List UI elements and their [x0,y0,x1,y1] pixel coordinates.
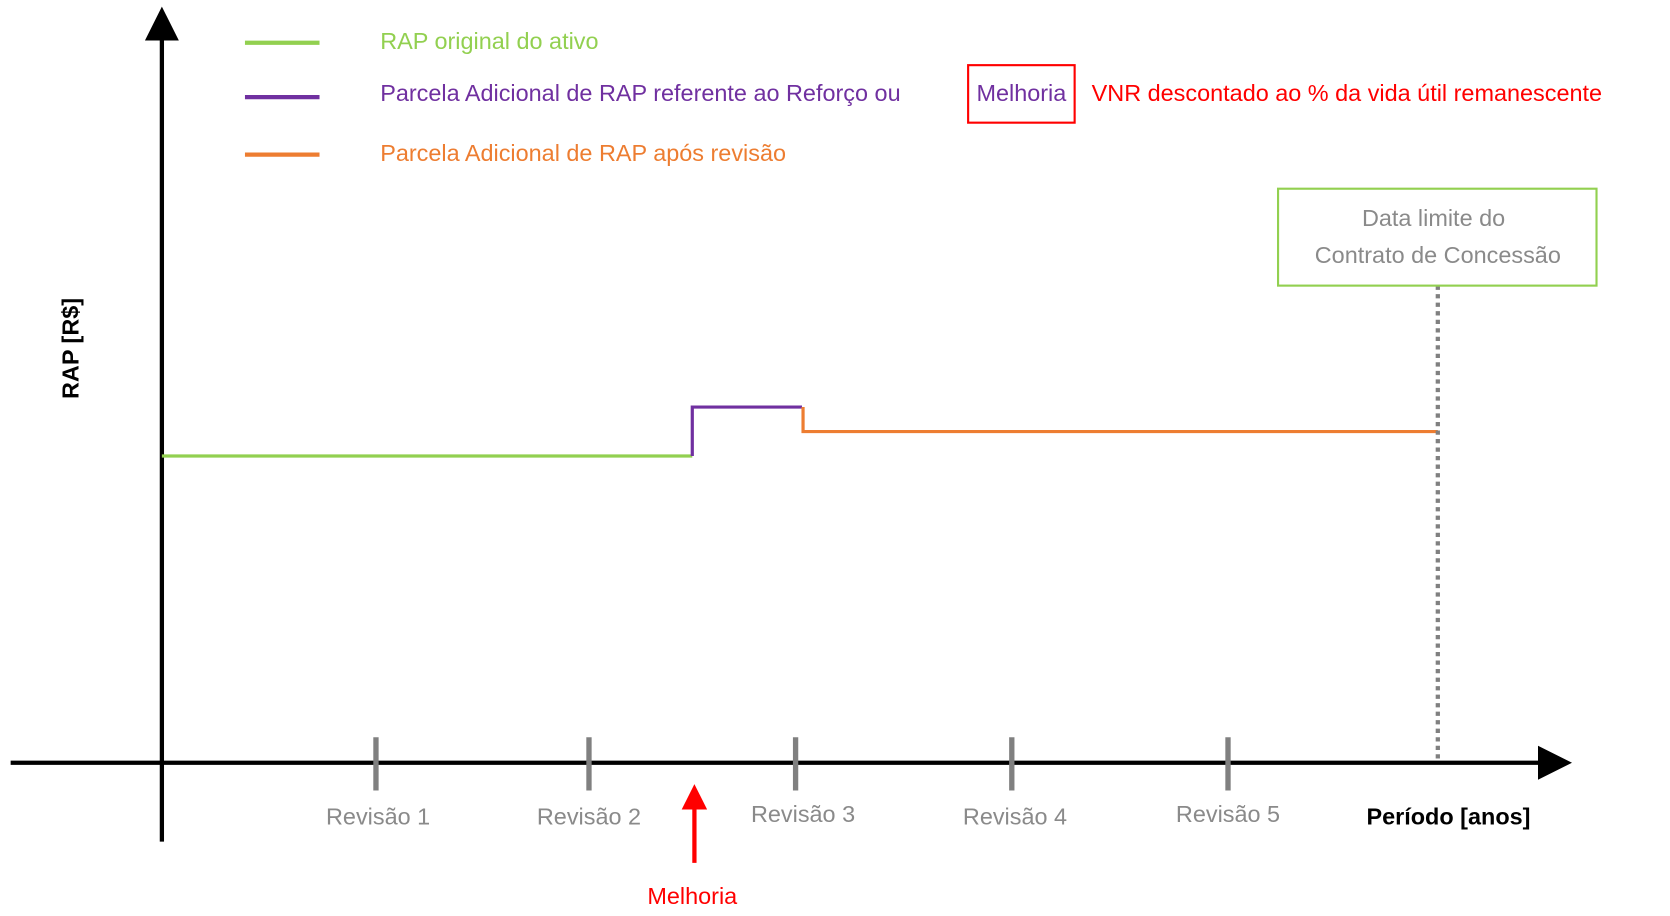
rap-after-revision [801,407,1438,434]
highlight-box [967,64,1076,124]
revision-label: Revisão 2 [537,803,641,829]
revision-label: Revisão 4 [963,803,1067,829]
revision-label: Revisão 1 [326,803,430,829]
highlight-label: Melhoria [976,80,1067,106]
x-axis-label: Período [anos] [1366,803,1530,829]
legend-label: Parcela Adicional de RAP referente ao Re… [380,80,900,106]
deadline-label: Data limite do [1362,205,1505,231]
legend-label: Parcela Adicional de RAP após revisão [380,140,786,166]
deadline-label: Contrato de Concessão [1315,242,1561,268]
legend-label: RAP original do ativo [380,28,598,54]
annotation: VNR descontado ao % da vida útil remanes… [1092,80,1602,106]
revision-label: Revisão 3 [751,801,855,827]
revision-label: Revisão 5 [1176,801,1280,827]
event-label: Melhoria [647,883,738,909]
rap-reinforcement [690,405,802,457]
y-axis-label: RAP [R$] [58,298,84,399]
deadline-box [1276,187,1598,287]
